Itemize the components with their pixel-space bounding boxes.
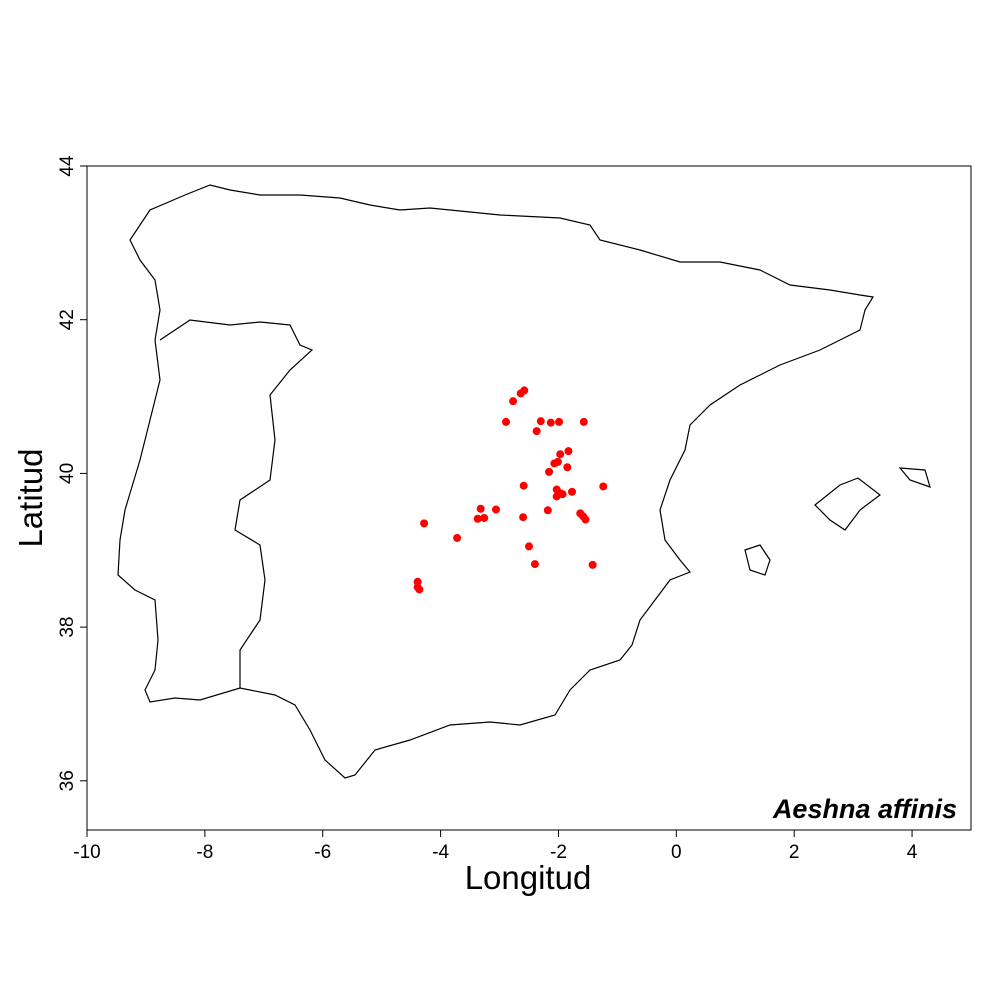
- x-tick-label: -2: [550, 842, 567, 863]
- x-tick-label: -4: [432, 842, 449, 863]
- occurrence-point: [550, 459, 559, 468]
- occurrence-point: [491, 505, 500, 514]
- occurrence-point: [516, 389, 525, 398]
- y-axis-label: Latitud: [12, 448, 49, 547]
- occurrence-point: [502, 417, 511, 426]
- occurrence-point: [588, 560, 597, 569]
- menorca-outline: [898, 467, 931, 488]
- x-tick-label: -8: [196, 842, 213, 863]
- species-title: Aeshna affinis: [772, 794, 957, 824]
- occurrence-point: [519, 513, 528, 522]
- occurrence-point: [581, 515, 590, 524]
- occurrence-point: [558, 490, 567, 499]
- occurrence-point: [555, 417, 564, 426]
- occurrence-point: [415, 585, 424, 594]
- occurrence-point: [476, 504, 485, 513]
- occurrence-point: [525, 542, 533, 551]
- occurrence-point: [473, 514, 482, 523]
- occurrence-point: [564, 447, 573, 456]
- x-tick-label: -6: [314, 842, 331, 863]
- occurrence-point: [545, 467, 554, 476]
- occurrence-point: [453, 533, 462, 542]
- occurrence-point: [579, 417, 588, 426]
- occurrence-point: [556, 450, 565, 459]
- ibiza-outline: [744, 544, 771, 576]
- x-tick-label: 0: [671, 842, 682, 863]
- x-tick-label: -10: [73, 842, 100, 863]
- occurrence-point: [599, 482, 608, 491]
- x-axis-label: Longitud: [465, 859, 592, 896]
- iberia-coastline: [117, 184, 874, 779]
- basemap-iberia: [117, 184, 931, 779]
- y-tick-label: 38: [57, 617, 78, 638]
- spain-portugal-border: [159, 319, 314, 688]
- y-tick-label: 44: [57, 155, 78, 177]
- mallorca-outline: [814, 477, 881, 531]
- occurrence-point: [546, 418, 555, 427]
- occurrence-point: [568, 487, 577, 496]
- y-tick-label: 36: [57, 770, 78, 791]
- occurrence-point: [519, 481, 528, 490]
- plot-frame: [86, 165, 972, 831]
- occurrence-point: [536, 417, 545, 426]
- occurrence-point: [532, 427, 541, 436]
- occurrence-point: [509, 397, 518, 406]
- occurrence-point: [543, 506, 552, 515]
- occurrence-point: [420, 519, 429, 528]
- x-tick-label: 4: [907, 842, 918, 863]
- occurrence-point: [480, 513, 489, 522]
- occurrence-point: [530, 560, 539, 569]
- y-tick-label: 40: [57, 463, 78, 484]
- x-tick-label: 2: [789, 842, 800, 863]
- y-tick-label: 42: [57, 309, 78, 330]
- occurrence-point: [563, 463, 572, 472]
